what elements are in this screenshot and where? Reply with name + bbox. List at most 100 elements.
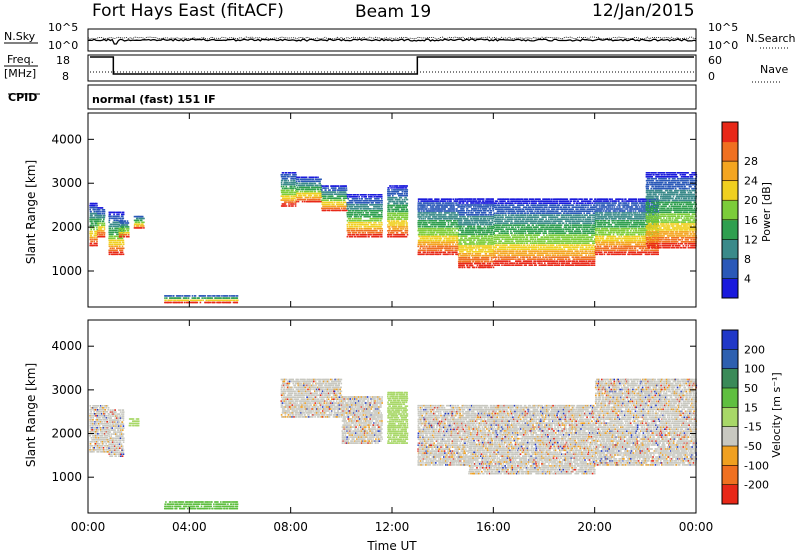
scatter-cell [301,192,304,195]
scatter-cell [226,297,229,299]
scatter-cell [396,198,398,201]
scatter-cell [100,222,102,225]
scatter-cell [475,266,478,269]
scatter-cell [319,188,322,191]
scatter-cell [338,193,341,195]
scatter-cell [490,247,493,249]
scatter-cell [112,243,114,246]
scatter-cell [135,227,138,229]
scatter-cell [456,237,459,240]
scatter-cell [422,218,424,220]
scatter-cell [319,178,321,181]
scatter-cell [443,237,446,240]
scatter-cell [497,216,500,218]
scatter-cell [322,199,324,201]
scatter-cell [431,235,433,238]
scatter-cell [484,204,487,206]
scatter-cell [380,212,383,214]
scatter-cell [467,215,469,218]
scatter-cell [475,229,478,232]
scatter-cell [173,299,175,302]
scatter-cell [432,212,435,214]
scatter-cell [401,187,404,189]
scatter-cell [303,180,306,183]
scatter-cell [465,229,467,232]
scatter-cell [486,258,489,261]
scatter-cell [365,196,367,198]
scatter-cell [498,238,501,240]
scatter-cell [477,198,480,200]
scatter-cell [449,237,451,240]
scatter-cell [440,243,443,246]
scatter-cell [479,219,482,222]
scatter-cell [381,196,383,198]
scatter-cell [400,230,403,232]
scatter-cell [378,219,380,222]
scatter-cell [502,216,504,218]
scatter-cell [366,204,368,206]
scatter-cell [454,247,456,250]
scatter-cell [375,233,377,236]
scatter-cell [492,217,495,220]
scatter-cell [378,221,380,224]
scatter-cell [388,191,390,193]
scatter-cell [458,239,460,241]
scatter-cell [367,206,370,208]
scatter-cell [452,237,454,240]
scatter-cell [358,214,361,216]
scatter-cell [474,239,476,241]
scatter-cell [406,185,408,187]
scatter-cell [482,256,485,259]
scatter-cell [373,215,375,218]
scatter-cell [322,203,325,206]
scatter-cell [165,295,167,297]
scatter-cell [499,244,501,246]
scatter-cell [360,202,362,204]
scatter-cell [431,218,433,220]
scatter-cell [462,198,464,200]
scatter-cell [420,235,422,238]
scatter-cell [295,189,297,192]
scatter-cell [92,236,94,239]
scatter-cell [319,192,321,195]
scatter-cell [440,212,443,214]
scatter-cell [306,190,309,193]
scatter-cell [460,233,463,236]
scatter-cell [235,295,238,297]
scatter-cell [434,247,436,250]
scatter-cell [403,198,406,201]
scatter-cell [141,217,143,220]
scatter-cell [431,212,433,214]
scatter-cell [417,202,420,204]
scatter-cell [426,227,428,230]
scatter-cell [285,179,287,182]
scatter-cell [461,206,464,208]
scatter-cell [371,225,373,228]
scatter-cell [454,222,456,224]
scatter-cell [301,178,304,181]
scatter-cell [357,194,359,196]
scatter-cell [389,228,391,230]
scatter-cell [429,251,431,254]
scatter-cell [494,248,497,250]
scatter-cell [100,214,103,217]
scatter-cell [348,215,351,218]
scatter-cell [421,249,423,252]
scatter-cell [441,223,444,226]
scatter-cell [483,225,486,228]
scatter-cell [454,245,457,248]
scatter-cell [447,227,449,230]
scatter-cell [361,227,363,230]
scatter-cell [362,233,364,236]
scatter-cell [471,266,474,269]
scatter-cell [334,189,337,191]
scatter-cell [317,176,319,179]
scatter-cell [375,202,377,204]
scatter-cell [124,224,127,226]
scatter-cell [479,253,482,255]
scatter-cell [338,187,341,189]
scatter-cell [335,197,338,199]
scatter-cell [491,239,494,241]
scatter-cell [462,239,465,241]
